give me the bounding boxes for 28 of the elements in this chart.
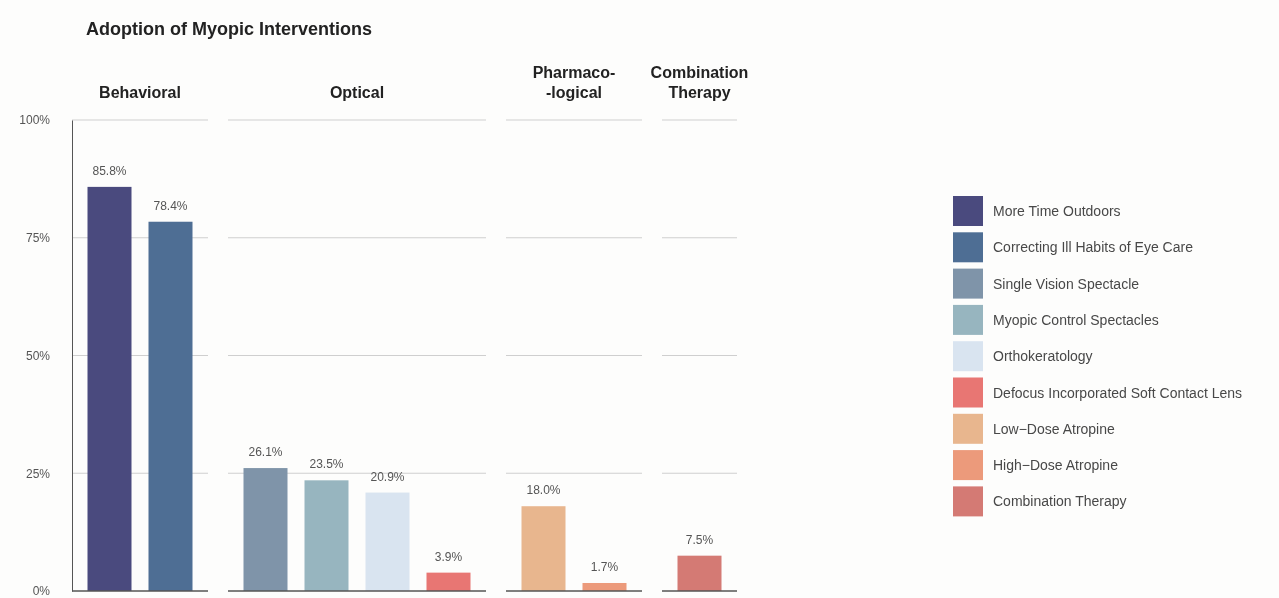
- data-label: 23.5%: [309, 457, 344, 472]
- data-label: 20.9%: [370, 469, 405, 484]
- legend-label: Combination Therapy: [993, 493, 1127, 510]
- legend-label: Orthokeratology: [993, 348, 1093, 365]
- legend-label: Single Vision Spectacle: [993, 275, 1140, 292]
- data-label: 85.8%: [92, 163, 127, 178]
- legend-label: Myopic Control Spectacles: [993, 311, 1159, 328]
- chart-title: Adoption of Myopic Interventions: [86, 19, 372, 39]
- data-label: 1.7%: [590, 559, 619, 574]
- legend-label: Defocus Incorporated Soft Contact Lens: [993, 384, 1243, 401]
- legend-label: More Time Outdoors: [993, 203, 1121, 219]
- y-tick-label: 50%: [25, 348, 51, 363]
- x-tick-label: Optical: [329, 84, 385, 101]
- y-tick-label: 100%: [19, 113, 51, 128]
- data-label: 18.0%: [526, 483, 561, 498]
- y-tick-label: 75%: [25, 231, 51, 246]
- data-label: 3.9%: [434, 549, 463, 564]
- data-label: 78.4%: [153, 198, 188, 213]
- y-tick-label: 25%: [25, 466, 51, 481]
- legend-label: Correcting Ill Habits of Eye Care: [993, 239, 1194, 256]
- data-label: 26.1%: [248, 445, 283, 460]
- x-tick-label: Combination Therapy: [650, 64, 749, 101]
- x-tick-label: Pharmaco- -logical: [532, 64, 616, 101]
- data-label: 7.5%: [685, 532, 714, 547]
- legend-label: High−Dose Atropine: [993, 457, 1119, 474]
- legend-label: Low−Dose Atropine: [993, 420, 1116, 437]
- y-tick-label: 0%: [32, 584, 51, 598]
- x-tick-label: Behavioral: [99, 84, 181, 101]
